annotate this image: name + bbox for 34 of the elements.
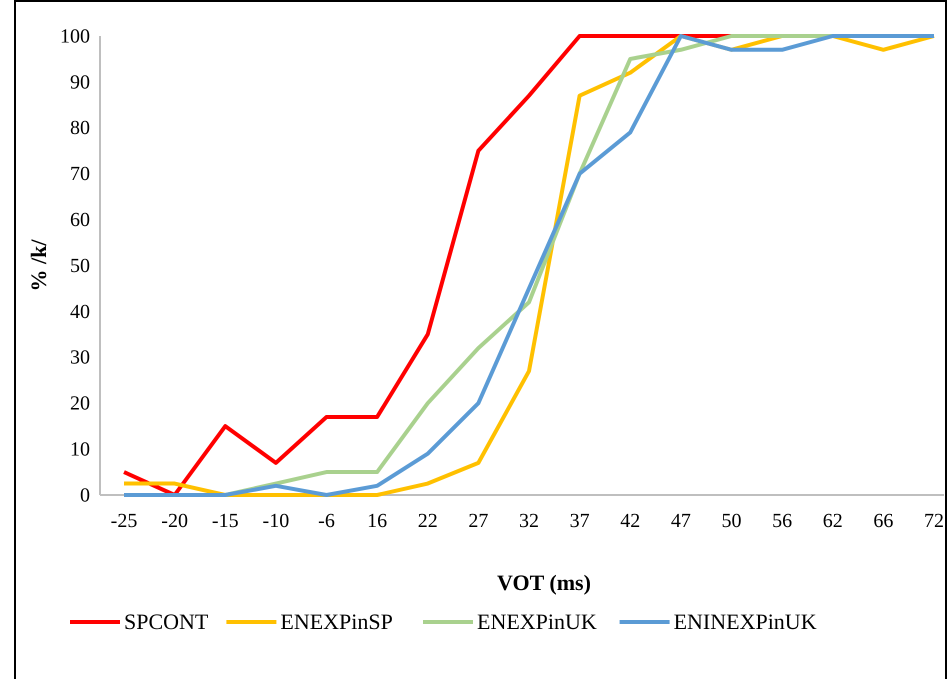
x-tick-label: 62	[822, 510, 843, 532]
x-tick-label: -20	[161, 510, 188, 532]
x-tick-label: 27	[468, 510, 488, 532]
y-tick-label: 10	[70, 438, 90, 460]
y-tick-label: 20	[70, 392, 90, 415]
legend-label: SPCONT	[124, 609, 209, 634]
y-tick-label: 80	[70, 117, 90, 140]
x-tick-label: 42	[620, 510, 640, 532]
y-tick-label: 100	[60, 25, 90, 48]
x-tick-label: 22	[418, 510, 438, 532]
x-tick-label: 56	[772, 510, 792, 532]
y-tick-label: 50	[70, 254, 90, 277]
x-tick-label: 47	[670, 510, 691, 532]
x-tick-label: -15	[212, 510, 239, 532]
y-tick-label: 30	[70, 346, 90, 369]
y-axis-title: % /k/	[26, 238, 51, 292]
y-tick-label: 0	[80, 484, 90, 506]
y-tick-label: 40	[70, 300, 90, 323]
legend-label: ENINEXPinUK	[674, 609, 817, 634]
x-tick-label: 72	[924, 510, 944, 532]
x-tick-label: 37	[570, 510, 590, 532]
legend-label: ENEXPinUK	[477, 609, 597, 634]
y-tick-label: 90	[70, 71, 90, 94]
x-tick-label: -6	[318, 510, 335, 532]
y-tick-label: 60	[70, 209, 90, 231]
x-axis-title: VOT (ms)	[497, 570, 591, 595]
x-tick-label: 16	[367, 510, 388, 532]
x-tick-label: 32	[519, 510, 539, 532]
y-tick-label: 70	[70, 163, 90, 186]
x-tick-label: -10	[262, 510, 290, 532]
x-tick-label: 66	[873, 510, 894, 532]
x-tick-label: -25	[110, 510, 138, 532]
x-tick-label: 50	[722, 510, 742, 532]
legend-label: ENEXPinSP	[280, 609, 393, 634]
